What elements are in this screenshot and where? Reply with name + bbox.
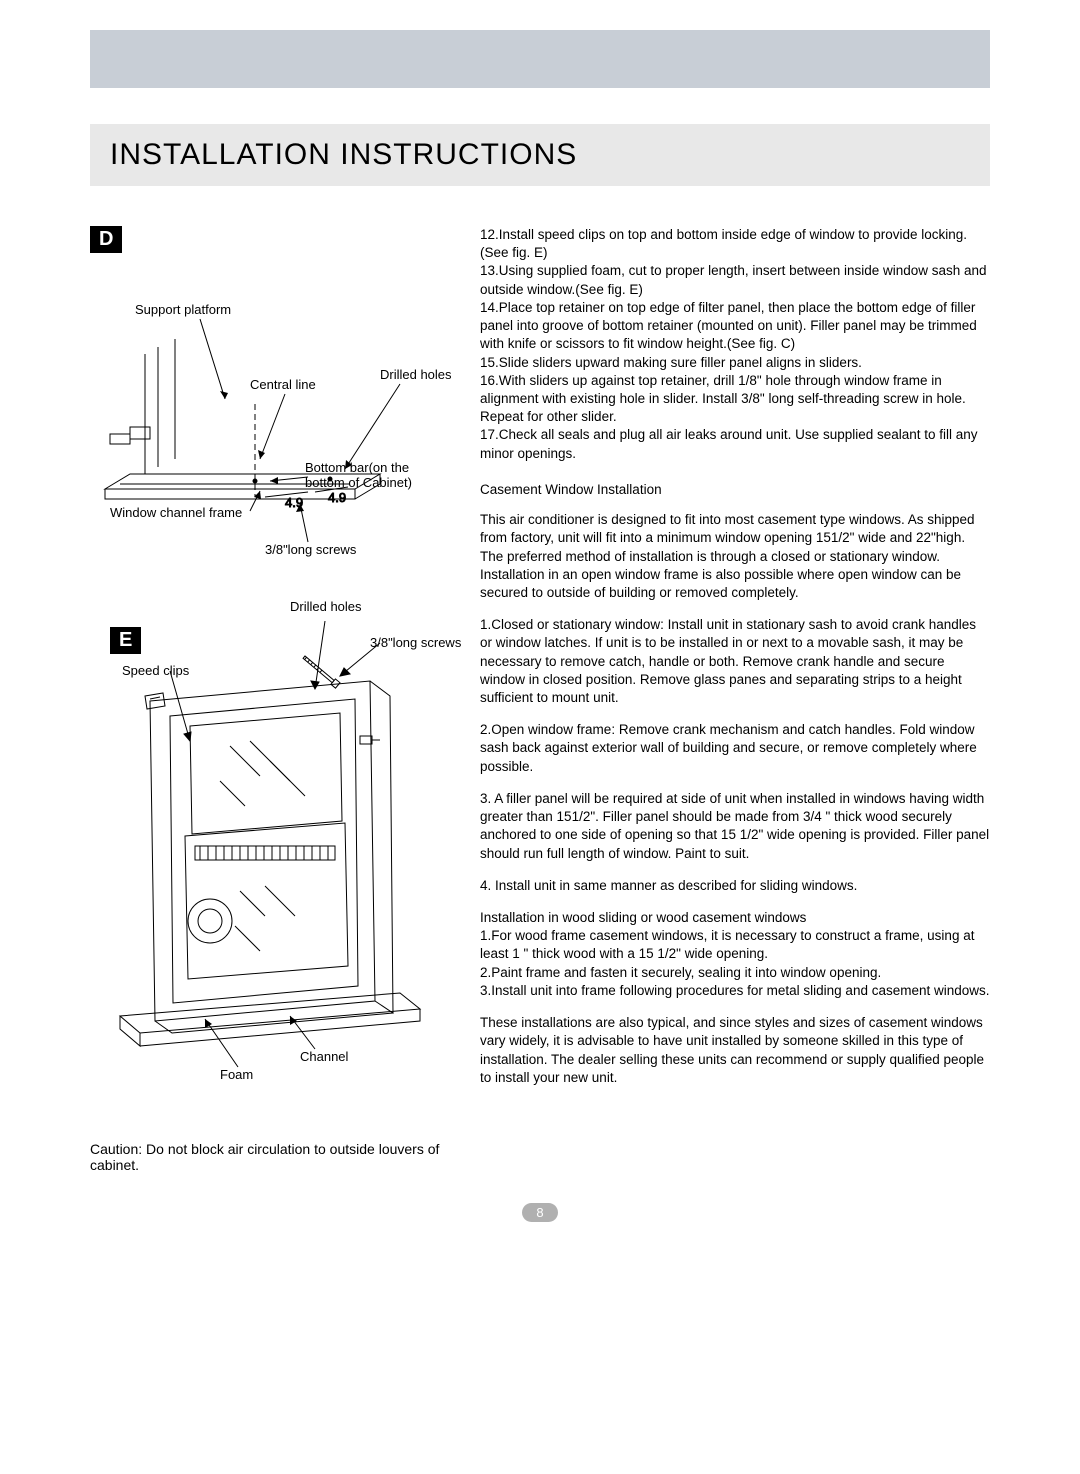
right-column: 12.Install speed clips on top and bottom… bbox=[480, 226, 990, 1173]
figure-d: D Support platform Central line Drilled … bbox=[90, 226, 470, 569]
step-14: 14.Place top retainer on top edge of fil… bbox=[480, 299, 990, 354]
label-drilled-holes-d: Drilled holes bbox=[380, 367, 452, 382]
label-foam: Foam bbox=[220, 1067, 253, 1081]
step-16: 16.With sliders up against top retainer,… bbox=[480, 372, 990, 427]
figure-e-svg: Channel Foam bbox=[90, 621, 460, 1081]
casement-step1: 1.Closed or stationary window: Install u… bbox=[480, 616, 990, 707]
label-long-screws-e: 3/8"long screws bbox=[370, 635, 461, 650]
casement-heading: Casement Window Installation bbox=[480, 481, 990, 499]
casement-intro: This air conditioner is designed to fit … bbox=[480, 511, 990, 602]
step-15: 15.Slide sliders upward making sure fill… bbox=[480, 354, 990, 372]
page-title: INSTALLATION INSTRUCTIONS bbox=[110, 138, 970, 172]
casement-step2: 2.Open window frame: Remove crank mechan… bbox=[480, 721, 990, 776]
left-column: D Support platform Central line Drilled … bbox=[90, 226, 470, 1173]
wood-step3: 3.Install unit into frame following proc… bbox=[480, 982, 990, 1000]
step-17: 17.Check all seals and plug all air leak… bbox=[480, 426, 990, 462]
wood-step1: 1.For wood frame casement windows, it is… bbox=[480, 927, 990, 963]
figure-e: Drilled holes E 3/8"long screws Speed cl… bbox=[90, 599, 470, 1081]
figure-d-label: D bbox=[90, 226, 122, 253]
page-number: 8 bbox=[522, 1203, 557, 1222]
casement-step4: 4. Install unit in same manner as descri… bbox=[480, 877, 990, 895]
label-window-channel: Window channel frame bbox=[110, 505, 242, 520]
figure-d-svg: Support platform Central line Drilled ho… bbox=[90, 259, 460, 569]
casement-step3: 3. A filler panel will be required at si… bbox=[480, 790, 990, 863]
label-support-platform: Support platform bbox=[135, 302, 231, 317]
label-speed-clips: Speed clips bbox=[122, 663, 189, 678]
step-13: 13.Using supplied foam, cut to proper le… bbox=[480, 262, 990, 298]
label-channel: Channel bbox=[300, 1049, 349, 1064]
label-long-screws-d: 3/8"long screws bbox=[265, 542, 357, 557]
title-bar: INSTALLATION INSTRUCTIONS bbox=[90, 124, 990, 186]
caution-text: Caution: Do not block air circulation to… bbox=[90, 1141, 470, 1173]
step-12: 12.Install speed clips on top and bottom… bbox=[480, 226, 990, 262]
dim-1: 4.9 bbox=[285, 495, 303, 510]
label-central-line: Central line bbox=[250, 377, 316, 392]
wood-heading: Installation in wood sliding or wood cas… bbox=[480, 909, 990, 927]
label-bottom-bar-1: Bottom bar(on the bbox=[305, 460, 409, 475]
page-number-container: 8 bbox=[90, 1203, 990, 1222]
label-bottom-bar-2: bottom of Cabinet) bbox=[305, 475, 412, 490]
label-drilled-holes-e: Drilled holes bbox=[290, 599, 362, 614]
top-banner bbox=[90, 30, 990, 88]
figure-e-label: E bbox=[110, 627, 141, 654]
content-columns: D Support platform Central line Drilled … bbox=[90, 226, 990, 1173]
page-container: INSTALLATION INSTRUCTIONS D Support plat… bbox=[0, 0, 1080, 1262]
dim-2: 4.9 bbox=[328, 490, 346, 505]
wood-closing: These installations are also typical, an… bbox=[480, 1014, 990, 1087]
wood-step2: 2.Paint frame and fasten it securely, se… bbox=[480, 964, 990, 982]
